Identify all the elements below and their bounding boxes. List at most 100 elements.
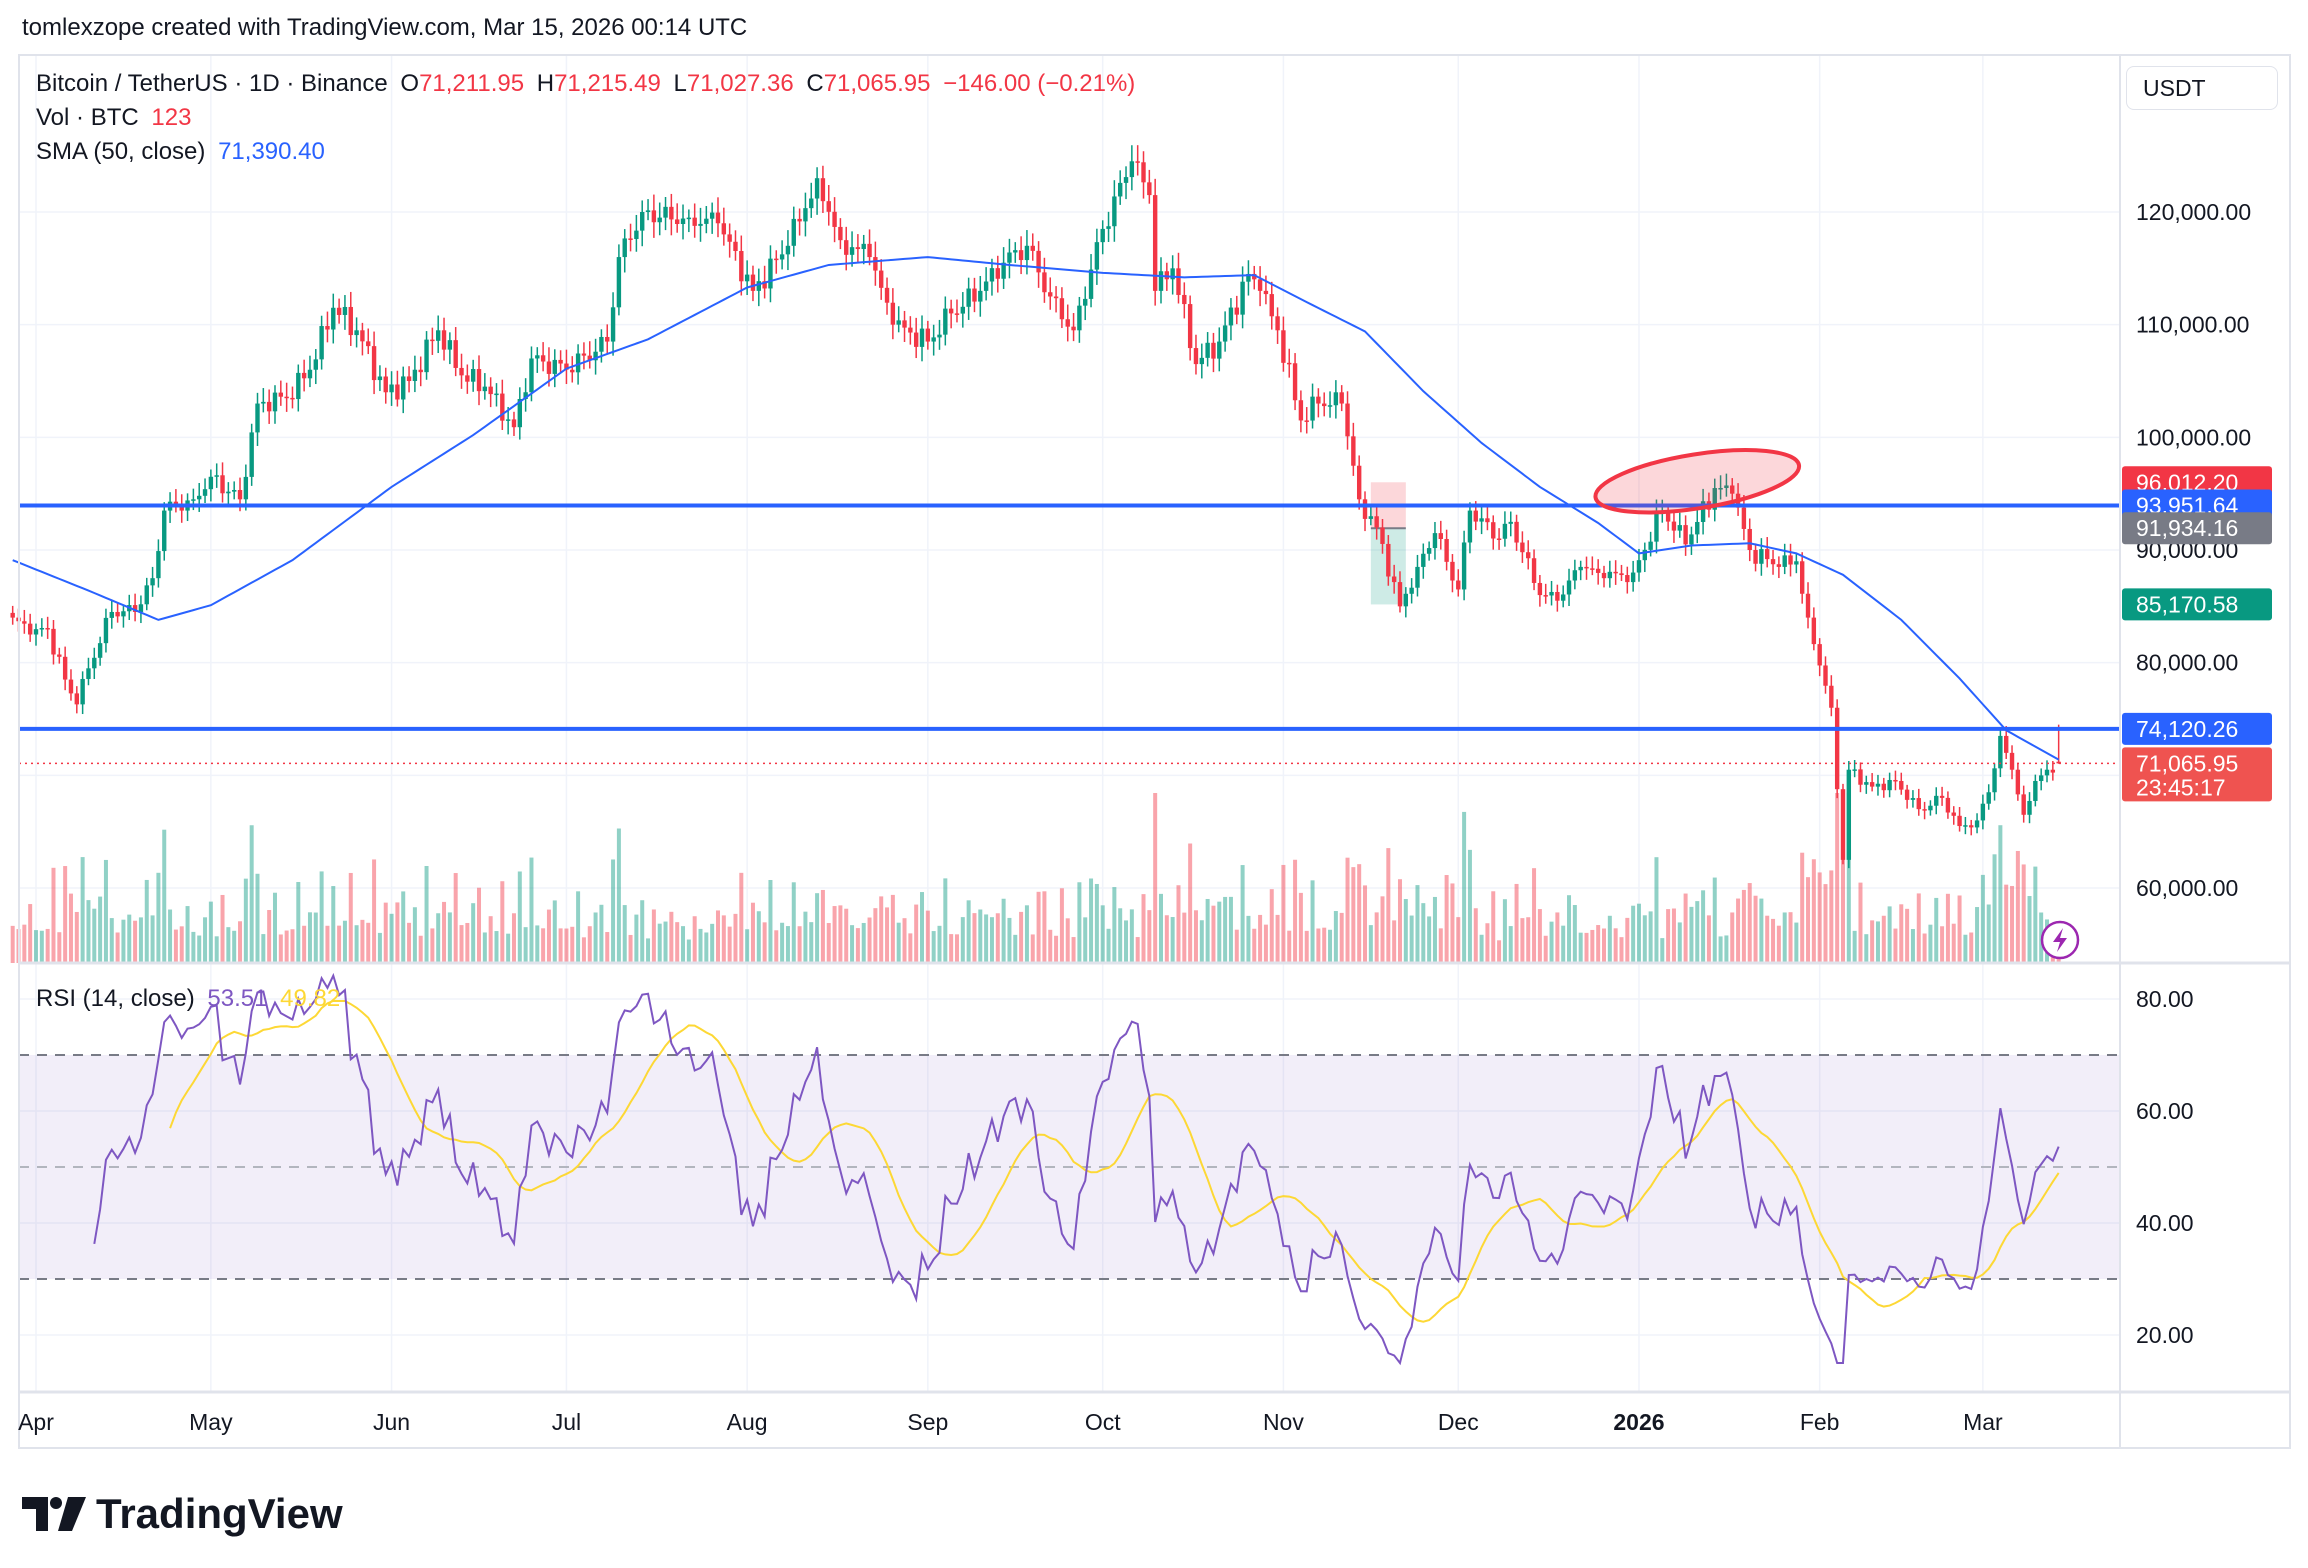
candle-body	[197, 495, 202, 500]
volume-bar	[1491, 891, 1496, 963]
candle-body	[779, 254, 785, 260]
volume-bar	[616, 828, 621, 963]
volume-bar	[2010, 885, 2015, 963]
candle-body	[51, 628, 56, 655]
volume-bar	[447, 912, 452, 963]
time-tick-label: Jun	[373, 1409, 410, 1435]
candle-body	[1572, 570, 1578, 581]
candle-body	[1036, 250, 1041, 273]
candle-body	[1287, 362, 1292, 365]
volume-bar	[1951, 923, 1956, 963]
candle-body	[785, 245, 791, 255]
candle-body	[2050, 769, 2056, 773]
close-value: 71,065.95	[823, 70, 931, 97]
volume-bar	[121, 919, 126, 963]
candle-body	[307, 369, 313, 379]
volume-bar	[780, 922, 785, 963]
sma-value: 71,390.40	[218, 138, 325, 165]
volume-bar	[820, 889, 825, 963]
candle-body	[1811, 617, 1817, 645]
volume-bar	[511, 913, 516, 963]
volume-bar	[1223, 896, 1228, 963]
horizontal-lines[interactable]	[19, 503, 2120, 765]
volume-bar	[1992, 854, 1997, 963]
volume-bar	[1800, 852, 1805, 963]
volume-bar	[1893, 928, 1898, 963]
volume-bar	[1345, 857, 1350, 963]
volume-bar	[657, 923, 662, 963]
time-tick-label: Oct	[1085, 1409, 1121, 1435]
volume-bar	[51, 867, 56, 963]
candle-body	[1531, 558, 1537, 583]
volume-bar	[733, 913, 738, 963]
candle-body	[331, 307, 336, 330]
candle-body	[296, 372, 301, 400]
candle-body	[1566, 580, 1572, 595]
sma-label[interactable]: SMA (50, close)	[36, 138, 206, 165]
volume-bar	[1263, 924, 1268, 963]
candle-body	[1939, 795, 1945, 798]
volume-bar	[1870, 920, 1875, 963]
volume-bar	[1724, 935, 1729, 963]
position-entry-tag	[2122, 512, 2272, 545]
volume-bar	[885, 907, 890, 963]
candle-body	[27, 623, 33, 635]
candle-body	[1904, 789, 1910, 800]
candle-body	[278, 392, 284, 397]
candle-body	[1491, 522, 1496, 539]
candle-body	[243, 476, 249, 500]
tradingview-logo[interactable]: TradingView	[22, 1490, 343, 1538]
candle-body	[1636, 560, 1642, 573]
candle-body	[214, 475, 219, 477]
volume-bar	[401, 891, 406, 963]
candle-body	[389, 384, 394, 393]
volume-bar	[1788, 912, 1793, 963]
candle-body	[1776, 564, 1782, 567]
volume-bar	[1875, 921, 1880, 963]
candle-body	[465, 375, 470, 382]
symbol-name[interactable]: Bitcoin / TetherUS · 1D · Binance	[36, 70, 388, 97]
candle-body	[1695, 521, 1700, 535]
currency-button[interactable]: USDT	[2126, 66, 2278, 110]
volume-bar	[22, 924, 27, 963]
volume-bar	[890, 894, 895, 963]
volume-bar	[925, 910, 930, 963]
volume-bar	[1969, 932, 1974, 963]
candle-body	[1018, 250, 1024, 261]
rsi-label[interactable]: RSI (14, close)	[36, 985, 195, 1012]
candle-body	[39, 628, 45, 630]
candle-body	[1065, 319, 1070, 327]
alert-lightning-icon[interactable]	[2040, 920, 2080, 960]
candle-body	[109, 611, 114, 618]
candle-body	[237, 489, 243, 500]
time-tick-label: May	[189, 1409, 233, 1435]
candle-body	[453, 340, 458, 368]
candle-body	[1916, 798, 1921, 810]
volume-bar	[1619, 937, 1624, 963]
volume-label[interactable]: Vol · BTC	[36, 104, 139, 131]
volume-bar	[651, 909, 656, 963]
candle-body	[645, 210, 651, 212]
candle-body	[593, 351, 598, 361]
candle-body	[92, 657, 97, 669]
volume-bar	[1182, 912, 1187, 963]
volume-bar	[494, 931, 499, 963]
candle-body	[1456, 580, 1461, 590]
volume-bar	[1246, 915, 1251, 963]
candle-body	[820, 178, 826, 202]
candle-body	[1467, 510, 1473, 543]
volume-bar	[785, 926, 790, 963]
candle-body	[1770, 559, 1776, 565]
volume-bar	[2015, 850, 2020, 963]
candle-body	[1980, 803, 1986, 821]
volume-bar	[290, 929, 295, 963]
volume-bar	[1176, 885, 1181, 963]
volume-bar	[1572, 905, 1577, 963]
ellipse-annotation[interactable]	[1591, 439, 1803, 525]
candle-body	[1910, 798, 1916, 800]
volume-bar	[634, 914, 639, 963]
candle-body	[1322, 403, 1327, 407]
volume-bar	[482, 932, 487, 963]
candle-body	[1298, 400, 1304, 421]
